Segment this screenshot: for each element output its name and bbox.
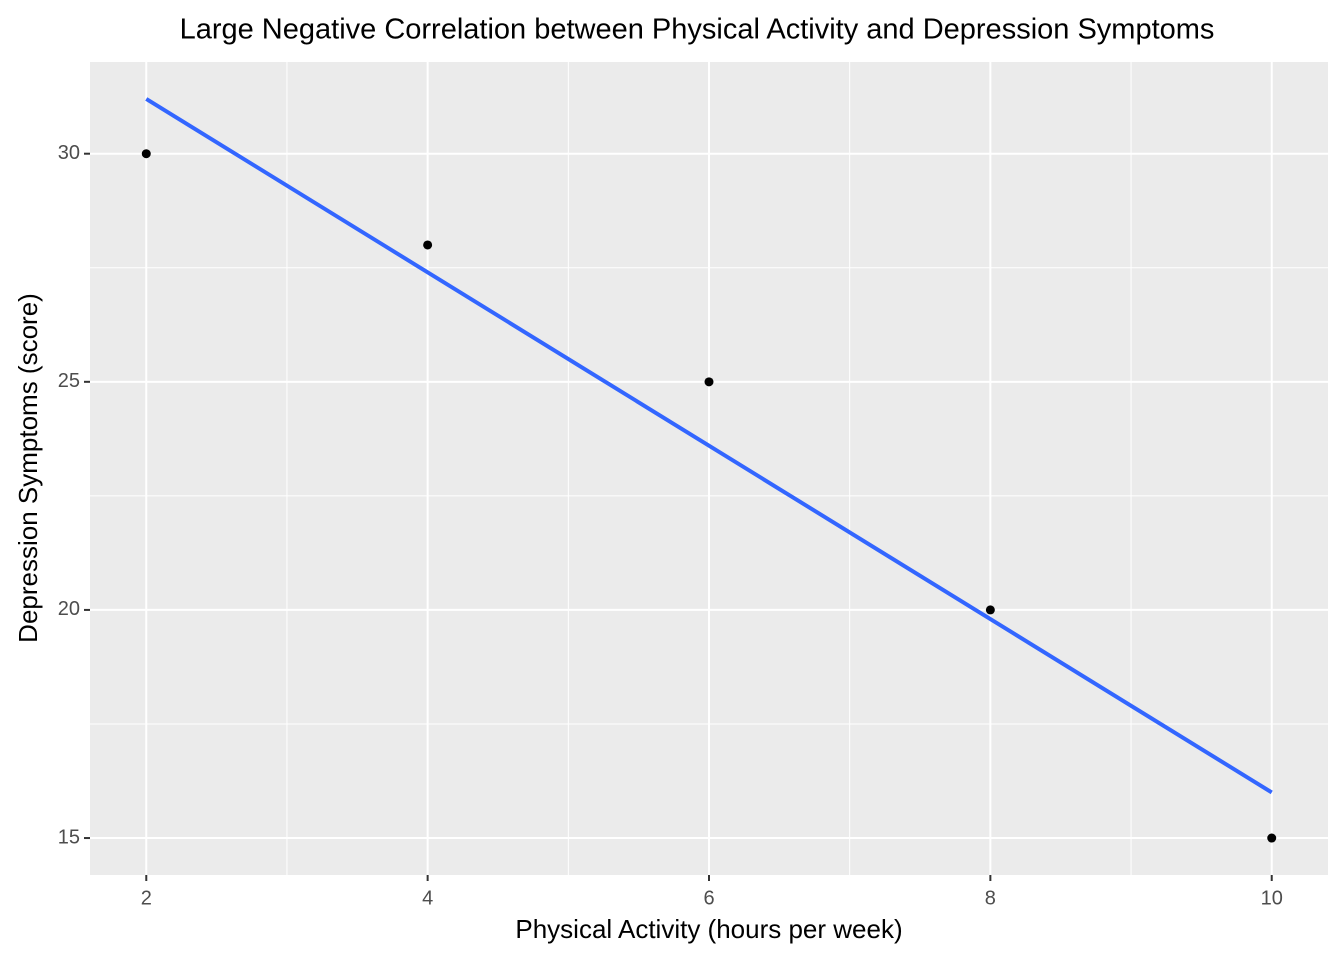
x-tick-label: 4: [422, 887, 433, 909]
point: [704, 377, 714, 387]
point: [1267, 833, 1277, 843]
x-tick-label: 10: [1261, 887, 1283, 909]
trend-line: [145, 97, 1273, 795]
y-axis-title: Depression Symptoms (score): [13, 293, 43, 643]
x-tick-label: 2: [141, 887, 152, 909]
chart-title: Large Negative Correlation between Physi…: [180, 14, 1215, 46]
y-tick-label: 25: [58, 370, 80, 392]
y-tick-label: 30: [58, 142, 80, 164]
point: [141, 149, 151, 159]
x-tick-label: 8: [985, 887, 996, 909]
x-tick-label: 6: [703, 887, 714, 909]
point: [423, 240, 433, 250]
y-tick-label: 15: [58, 826, 80, 848]
x-axis-title: Physical Activity (hours per week): [515, 914, 902, 944]
y-tick-label: 20: [58, 598, 80, 620]
point: [985, 605, 995, 615]
